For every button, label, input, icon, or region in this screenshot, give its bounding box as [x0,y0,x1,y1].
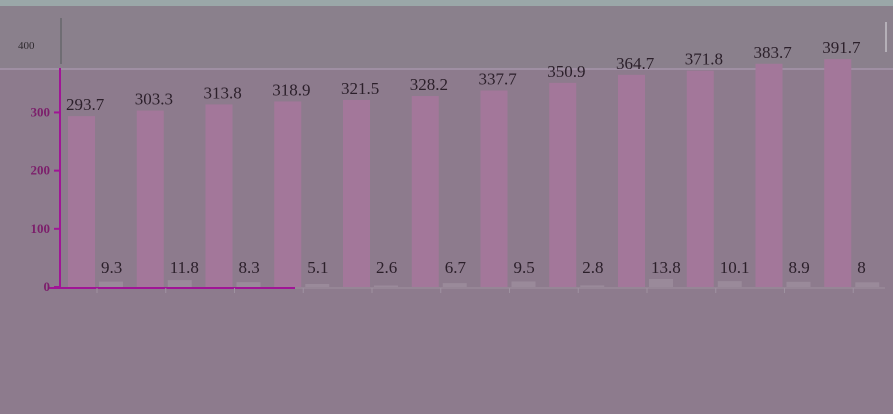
bar-secondary [167,280,192,287]
bar-value-label: 313.8 [204,83,242,102]
y-tick-label: 300 [31,104,51,119]
bar-secondary [580,285,605,287]
bar-primary [136,110,164,287]
bar-primary [343,99,370,287]
top-axis-strip: 400 [0,0,893,70]
bar-value-label: 328.2 [410,75,448,94]
bar-primary [68,116,95,288]
secondary-value-label: 9.5 [514,258,535,277]
secondary-value-label: 8.3 [239,258,260,277]
bar-value-label: 383.7 [754,43,793,62]
secondary-value-label: 8 [857,258,866,277]
bar-primary [755,63,783,287]
bar-value-label: 293.7 [66,95,105,114]
bar-value-label: 318.9 [272,80,310,99]
top-axis-tick-label: 400 [18,40,35,52]
y-tick-label: 200 [31,163,51,178]
bar-secondary [236,282,261,287]
bar-primary [824,59,852,287]
secondary-value-label: 10.1 [720,258,750,277]
secondary-value-label: 2.6 [376,258,397,277]
secondary-value-label: 13.8 [651,258,681,277]
secondary-value-label: 5.1 [307,258,328,277]
bar-secondary [442,283,467,287]
bar-secondary [855,282,880,287]
bar-secondary [374,285,398,287]
bar-secondary [649,278,673,287]
bar-primary [549,82,577,287]
secondary-value-label: 6.7 [445,258,467,277]
secondary-value-label: 8.9 [789,258,810,277]
bar-secondary [786,281,811,287]
top-axis-line [60,18,62,64]
y-tick-label: 0 [44,279,51,294]
top-edge [0,0,893,6]
bar-secondary [717,281,742,287]
bar-primary [686,70,714,288]
bar-secondary [305,284,330,287]
bar-value-label: 337.7 [479,70,518,89]
bar-primary [618,74,645,287]
top-right-marker [885,22,887,52]
bar-primary [411,96,439,287]
bar-value-label: 371.8 [685,50,723,69]
secondary-value-label: 11.8 [170,258,199,277]
bar-secondary [511,281,536,287]
bar-value-label: 391.7 [822,38,861,57]
bar-secondary [99,281,123,287]
bar-value-label: 350.9 [547,62,585,81]
bar-primary [205,104,233,288]
bar-value-label: 321.5 [341,79,379,98]
secondary-value-label: 9.3 [101,258,122,277]
y-tick-label: 100 [31,221,51,236]
bar-primary [274,101,302,287]
secondary-value-label: 2.8 [582,258,603,277]
bar-value-label: 364.7 [616,54,655,73]
bar-value-label: 303.3 [135,90,173,109]
bar-primary [480,90,508,288]
